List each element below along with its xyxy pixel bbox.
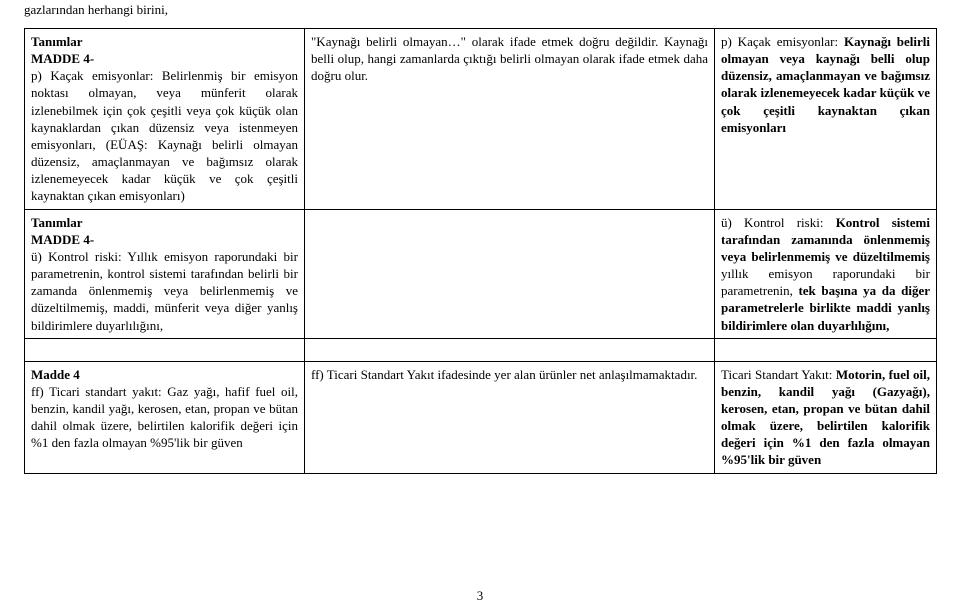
heading: Madde 4 <box>31 366 298 383</box>
pre-text: gazlarından herhangi birini, <box>24 2 304 18</box>
table-row: Tanımlar MADDE 4- ü) Kontrol riski: Yıll… <box>25 209 937 338</box>
body-text: ü) Kontrol riski: Yıllık emisyon raporun… <box>31 248 298 334</box>
table-row: Madde 4 ff) Ticari standart yakıt: Gaz y… <box>25 361 937 473</box>
lead: p) Kaçak emisyonlar: <box>721 34 844 49</box>
cell-mid: "Kaynağı belirli olmayan…" olarak ifade … <box>305 29 715 210</box>
heading: MADDE 4- <box>31 50 298 67</box>
body-text: ff) Ticari Standart Yakıt ifadesinde yer… <box>311 366 708 383</box>
body-text: ü) Kontrol riski: Kontrol sistemi tarafı… <box>721 214 930 334</box>
cell-mid: ff) Ticari Standart Yakıt ifadesinde yer… <box>305 361 715 473</box>
body-text: ff) Ticari standart yakıt: Gaz yağı, haf… <box>31 383 298 452</box>
cell-right: ü) Kontrol riski: Kontrol sistemi tarafı… <box>715 209 937 338</box>
cell-left: Tanımlar MADDE 4- ü) Kontrol riski: Yıll… <box>25 209 305 338</box>
comparison-table: Tanımlar MADDE 4- p) Kaçak emisyonlar: B… <box>24 28 937 474</box>
cell-right: Ticari Standart Yakıt: Motorin, fuel oil… <box>715 361 937 473</box>
heading: Tanımlar <box>31 214 298 231</box>
heading: Tanımlar <box>31 33 298 50</box>
cell-left: Madde 4 ff) Ticari standart yakıt: Gaz y… <box>25 361 305 473</box>
bold-body: Kaynağı belirli olmayan veya kaynağı bel… <box>721 34 930 135</box>
cell-right: p) Kaçak emisyonlar: Kaynağı belirli olm… <box>715 29 937 210</box>
table-row: Tanımlar MADDE 4- p) Kaçak emisyonlar: B… <box>25 29 937 210</box>
lead: ü) Kontrol riski: <box>721 215 836 230</box>
body-text: p) Kaçak emisyonlar: Belirlenmiş bir emi… <box>31 67 298 204</box>
page-number: 3 <box>0 588 960 604</box>
plain: Ticari Standart Yakıt: <box>721 367 836 382</box>
page: gazlarından herhangi birini, Tanımlar MA… <box>0 2 960 474</box>
body-text: p) Kaçak emisyonlar: Kaynağı belirli olm… <box>721 33 930 136</box>
cell-mid <box>305 209 715 338</box>
cell-left: Tanımlar MADDE 4- p) Kaçak emisyonlar: B… <box>25 29 305 210</box>
heading: MADDE 4- <box>31 231 298 248</box>
body-text: Ticari Standart Yakıt: Motorin, fuel oil… <box>721 366 930 469</box>
body-text: "Kaynağı belirli olmayan…" olarak ifade … <box>311 33 708 84</box>
spacer-row <box>25 338 937 361</box>
